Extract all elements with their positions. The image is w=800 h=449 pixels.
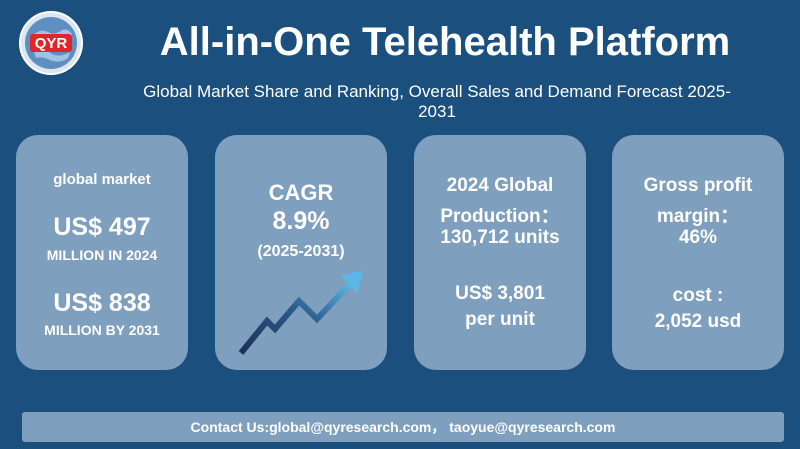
subtitle-line-2: 2031 [418,102,456,121]
global-market-heading: global market [53,171,151,188]
gross-margin-line-2: margin： [656,206,740,227]
growth-arrow-icon [238,267,369,357]
subtitle-line-1: Global Market Share and Ranking, Overall… [143,82,731,101]
contact-text[interactable]: Contact Us:global@qyresearch.com， taoyue… [190,419,616,435]
production-line-2: Production： [440,206,560,227]
cagr-period: (2025-2031) [257,243,345,260]
page-subtitle: Global Market Share and Ranking, Overall… [84,82,790,122]
production-card: 2024 Global Production： 130,712 units US… [414,135,586,370]
qyr-logo: QYR [18,10,84,76]
contact-bar: Contact Us:global@qyresearch.com， taoyue… [22,412,784,442]
gross-margin-line-1: Gross profit [643,175,753,196]
cost-label: cost : [672,285,724,306]
production-line-1: 2024 Global [446,175,554,196]
production-units: 130,712 units [440,227,560,248]
market-value-2024: US$ 497 [53,213,151,241]
global-market-card: global market US$ 497 MILLION IN 2024 US… [16,135,188,370]
cagr-card: CAGR 8.9% (2025-2031) [215,135,387,370]
unit-price-label: per unit [465,309,535,330]
cost-value: 2,052 usd [654,311,742,332]
market-label-2031: MILLION BY 2031 [44,322,160,338]
market-label-2024: MILLION IN 2024 [46,247,158,263]
gross-margin-value: 46% [678,227,718,248]
cagr-value: 8.9% [272,207,330,235]
logo-text: QYR [35,35,68,52]
cagr-heading: CAGR [268,180,334,205]
gross-margin-card: Gross profit margin： 46% cost : 2,052 us… [612,135,784,370]
unit-price-value: US$ 3,801 [455,283,545,304]
market-value-2031: US$ 838 [53,289,151,317]
page-title: All-in-One Telehealth Platform [159,20,731,64]
